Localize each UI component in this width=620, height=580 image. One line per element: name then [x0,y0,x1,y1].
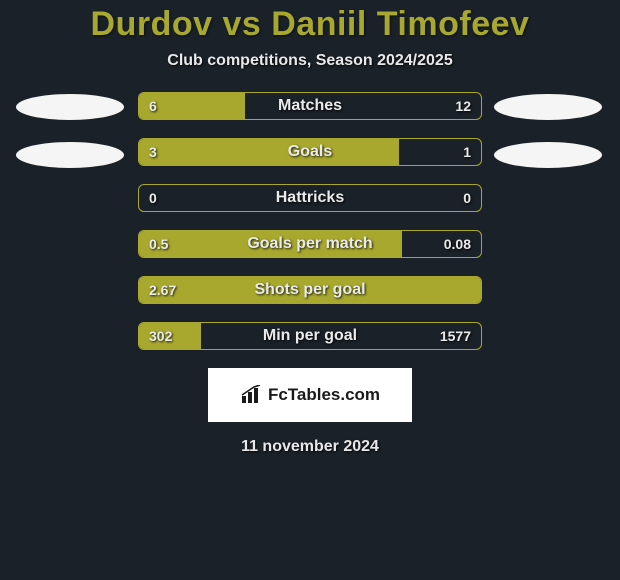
avatar-left [16,142,124,168]
comparison-card: Durdov vs Daniil Timofeev Club competiti… [0,0,620,456]
avatar-right [494,142,602,168]
stat-value-right: 0 [463,185,471,211]
branding-badge: FcTables.com [208,368,412,422]
page-title: Durdov vs Daniil Timofeev [0,5,620,44]
main-layout: 6Matches12 3Goals1 0Hattricks0 0.5Goals per… [0,92,620,350]
stat-value-right: 1577 [440,323,471,349]
avatar-left [16,94,124,120]
subtitle: Club competitions, Season 2024/2025 [0,52,620,70]
date-label: 11 november 2024 [0,438,620,456]
avatar-column-left [16,92,126,168]
stat-row: 6Matches12 [138,92,482,120]
brand-text: FcTables.com [268,385,380,405]
stat-value-right: 1 [463,139,471,165]
stat-row: 0.5Goals per match0.08 [138,230,482,258]
stat-value-right: 12 [455,93,471,119]
stat-row: 3Goals1 [138,138,482,166]
stat-label: Matches [139,93,481,119]
stat-row: 0Hattricks0 [138,184,482,212]
stat-bars: 6Matches12 3Goals1 0Hattricks0 0.5Goals per… [138,92,482,350]
stat-label: Shots per goal [139,277,481,303]
stat-label: Goals [139,139,481,165]
avatar-right [494,94,602,120]
stat-row: 302Min per goal1577 [138,322,482,350]
avatar-column-right [494,92,604,168]
chart-icon [240,385,264,405]
stat-label: Goals per match [139,231,481,257]
stat-row: 2.67Shots per goal [138,276,482,304]
stat-label: Min per goal [139,323,481,349]
stat-label: Hattricks [139,185,481,211]
stat-value-right: 0.08 [444,231,471,257]
